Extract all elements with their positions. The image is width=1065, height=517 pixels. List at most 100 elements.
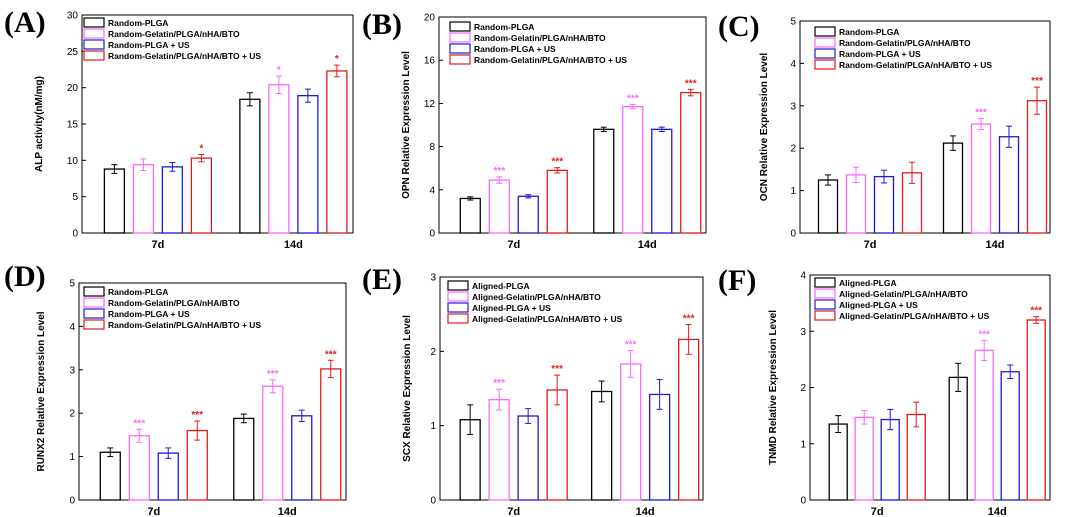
x-tick-label: 7d: [507, 239, 520, 251]
y-tick-label: 2: [800, 383, 806, 394]
bar: [157, 452, 179, 501]
y-tick-label: 5: [790, 17, 796, 28]
bar: [186, 429, 208, 501]
bar: [1026, 100, 1048, 234]
legend-entry: Random-PLGA + US: [108, 309, 190, 319]
bar: [622, 105, 644, 234]
significance-label: ***: [551, 157, 563, 168]
panel-b: (B) 0 4 8 12 16 20 OPN Relative Expression Leve…: [362, 8, 707, 251]
y-tick-label: 1: [790, 186, 796, 197]
bar: [680, 91, 702, 234]
plot-frame: [799, 20, 1051, 234]
legend-entry: Random-Gelatin/PLGA/nHA/BTO: [839, 38, 971, 48]
bar: [546, 169, 568, 234]
y-axis-label: SCX Relative Expression Level: [402, 315, 413, 462]
y-tick-label: 3: [800, 327, 806, 338]
legend-entry: Random-Gelatin/PLGA/nHA/BTO + US: [474, 55, 627, 65]
y-tick-label: 15: [67, 120, 79, 131]
panel-label: (F): [718, 264, 756, 297]
y-tick-label: 1: [430, 421, 436, 432]
plot-frame: [439, 276, 704, 501]
y-tick-label: 2: [69, 409, 75, 420]
y-tick-label: 1: [800, 439, 806, 450]
x-tick-label: 14d: [636, 506, 655, 517]
significance-label: ***: [685, 78, 697, 89]
legend-entry: Aligned-Gelatin/PLGA/nHA/BTO: [839, 289, 968, 299]
bar: [948, 376, 968, 501]
panel-label: (C): [718, 10, 760, 43]
legend-swatch: [447, 313, 469, 324]
significance-label: ***: [493, 166, 505, 177]
bar: [268, 84, 290, 234]
significance-label: ***: [625, 340, 637, 351]
legend-swatch: [83, 286, 105, 297]
legend-swatch: [814, 310, 836, 321]
bar: [459, 197, 481, 234]
legend-swatch: [83, 17, 105, 28]
bar: [488, 179, 510, 234]
panel-d: (D) 0 1 2 3 4 5 RUNX2 Relative Expression Level…: [4, 260, 347, 517]
panel-label: (B): [362, 8, 402, 41]
legend-entry: Random-Gelatin/PLGA/nHA/BTO + US: [839, 60, 992, 70]
legend-entry: Random-PLGA: [474, 22, 534, 32]
bar: [828, 423, 848, 501]
y-tick-label: 4: [69, 322, 75, 333]
bar: [297, 95, 319, 234]
y-tick-label: 0: [69, 496, 75, 507]
legend-swatch: [814, 299, 836, 310]
legend-swatch: [83, 319, 105, 330]
y-tick-label: 3: [790, 101, 796, 112]
y-axis-label: RUNX2 Relative Expression Level: [36, 311, 47, 471]
legend-entry: Random-Gelatin/PLGA/nHA/BTO + US: [108, 51, 261, 61]
legend-entry: Random-Gelatin/PLGA/nHA/BTO: [108, 298, 240, 308]
significance-label: ***: [627, 93, 639, 104]
bar: [320, 368, 342, 501]
bar: [873, 175, 895, 234]
x-tick-label: 14d: [284, 239, 303, 251]
significance-label: *: [277, 65, 281, 76]
legend-entry: Random-Gelatin/PLGA/nHA/BTO: [108, 29, 240, 39]
y-tick-label: 10: [67, 156, 79, 167]
bar: [326, 70, 348, 234]
bar: [651, 128, 673, 234]
y-tick-label: 16: [424, 56, 436, 67]
bar: [817, 179, 839, 234]
x-tick-label: 14d: [988, 506, 1007, 517]
x-tick-label: 7d: [864, 239, 877, 251]
legend-swatch: [449, 32, 471, 43]
x-tick-label: 7d: [147, 506, 160, 517]
y-tick-label: 20: [67, 83, 79, 94]
bar: [488, 398, 510, 501]
bar: [974, 349, 994, 501]
significance-label: ***: [978, 329, 990, 340]
legend-swatch: [447, 291, 469, 302]
legend-entry: Random-PLGA + US: [108, 40, 190, 50]
y-tick-label: 4: [429, 185, 435, 196]
y-tick-label: 0: [430, 496, 436, 507]
y-tick-label: 0: [800, 496, 806, 507]
x-tick-label: 14d: [278, 506, 297, 517]
legend-swatch: [447, 302, 469, 313]
bar: [103, 168, 126, 234]
legend-entry: Random-Gelatin/PLGA/nHA/BTO + US: [108, 320, 261, 330]
legend-entry: Aligned-PLGA + US: [839, 300, 918, 310]
legend-swatch: [83, 308, 105, 319]
y-tick-label: 2: [430, 347, 436, 358]
bar: [161, 166, 184, 234]
panel-e: (E) 0 1 2 3 SCX Relative Expression Level *** *…: [362, 263, 704, 517]
y-axis-label: ALP activity(nM/mg): [34, 76, 45, 172]
plot-frame: [438, 16, 707, 234]
legend-entry: Aligned-Gelatin/PLGA/nHA/BTO: [472, 292, 601, 302]
significance-label: ***: [1030, 306, 1042, 317]
legend-entry: Random-Gelatin/PLGA/nHA/BTO: [474, 33, 606, 43]
panel-f: (F) 0 1 2 3 4 TNMD Relative Expression Level 7d…: [718, 264, 1051, 517]
legend-swatch: [83, 50, 105, 61]
legend-swatch: [449, 54, 471, 65]
panel-label: (E): [362, 263, 402, 296]
legend-entry: Aligned-PLGA: [839, 278, 897, 288]
bar: [970, 123, 992, 234]
panel-a: (A) 0 5 10 15 20 25 30 ALP activity(nM/mg) * 7d * * 1…: [4, 6, 354, 251]
legend-swatch: [447, 280, 469, 291]
legend-entry: Aligned-Gelatin/PLGA/nHA/BTO + US: [472, 314, 623, 324]
